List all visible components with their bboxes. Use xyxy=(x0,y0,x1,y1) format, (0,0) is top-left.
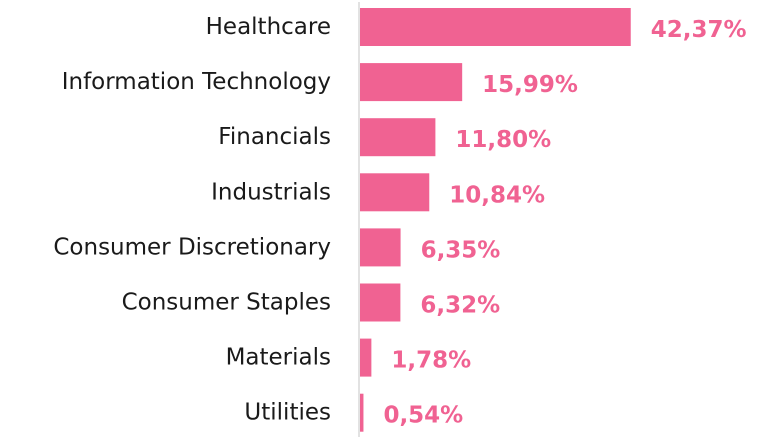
value-label: 6,35% xyxy=(421,237,501,263)
bars-group: Healthcare 42,37% Information Technology 15… xyxy=(53,8,747,432)
value-label: 6,32% xyxy=(420,293,500,319)
category-label: Healthcare xyxy=(206,14,331,40)
value-label: 15,99% xyxy=(482,72,578,98)
bar xyxy=(360,228,401,267)
bar xyxy=(360,338,372,377)
category-label: Industrials xyxy=(211,179,331,205)
value-label: 1,78% xyxy=(391,348,471,374)
value-label: 0,54% xyxy=(383,403,463,429)
category-label: Materials xyxy=(226,345,331,371)
category-label: Consumer Discretionary xyxy=(53,234,331,260)
value-label: 10,84% xyxy=(449,182,545,208)
bar xyxy=(360,118,436,157)
bar xyxy=(360,393,364,432)
category-label: Consumer Staples xyxy=(122,290,331,316)
category-label: Utilities xyxy=(244,400,331,426)
value-label: 11,80% xyxy=(455,127,551,153)
category-label: Information Technology xyxy=(62,69,331,95)
bar xyxy=(360,63,463,102)
value-label: 42,37% xyxy=(651,17,747,43)
category-label: Financials xyxy=(218,124,331,150)
bar xyxy=(360,283,401,322)
bar xyxy=(360,8,631,46)
bar xyxy=(360,173,430,212)
